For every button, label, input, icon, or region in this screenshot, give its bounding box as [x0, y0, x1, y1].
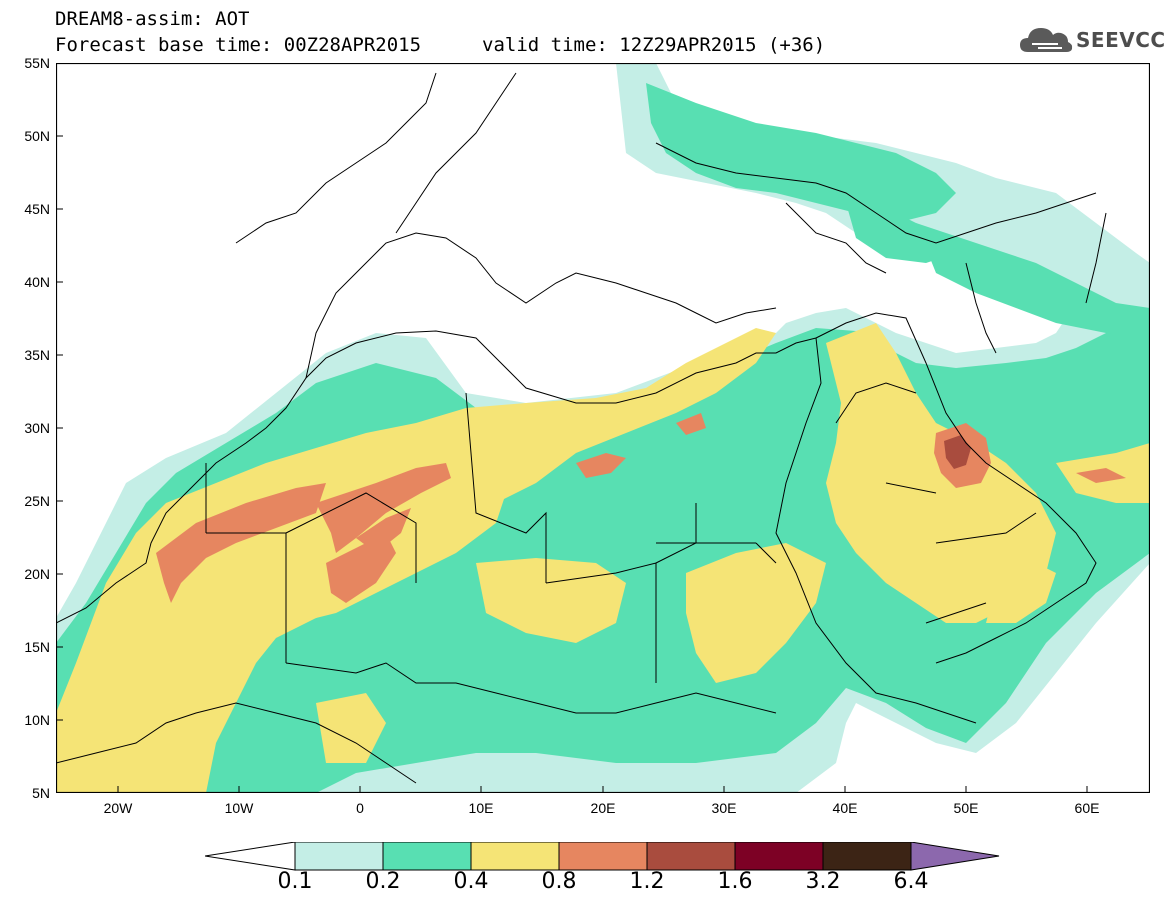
- aot-map: [56, 63, 1150, 793]
- colorbar-label: 0.8: [541, 869, 577, 894]
- lon-label: 10W: [224, 800, 254, 816]
- valid-time: valid time: 12Z29APR2015 (+36): [482, 34, 826, 56]
- colorbar-swatch: [470, 842, 560, 871]
- forecast-base-time: Forecast base time: 00Z28APR2015: [55, 34, 422, 56]
- colorbar-label: 1.2: [629, 869, 665, 894]
- lon-label: 60E: [1074, 800, 1100, 816]
- colorbar-swatch: [558, 842, 648, 871]
- colorbar-swatch: [382, 842, 472, 871]
- lat-label: 20N: [24, 566, 50, 582]
- cloud-icon: [1020, 28, 1073, 52]
- lon-label: 20W: [103, 800, 133, 816]
- lon-label: 10E: [468, 800, 494, 816]
- colorbar-swatch: [646, 842, 736, 871]
- lon-label: 0: [356, 800, 364, 816]
- lat-label: 10N: [24, 712, 50, 728]
- colorbar-swatch: [734, 842, 824, 871]
- aot-level-5: [944, 435, 971, 469]
- seevccc-logo: SEEVCCC: [1018, 22, 1165, 58]
- lon-label: 20E: [590, 800, 616, 816]
- colorbar-label: 0.1: [277, 869, 313, 894]
- lon-label: 40E: [832, 800, 858, 816]
- lat-label: 35N: [24, 347, 50, 363]
- lat-label: 30N: [24, 420, 50, 436]
- logo-text: SEEVCCC: [1076, 28, 1165, 52]
- map-title: DREAM8-assim: AOT: [55, 8, 250, 30]
- colorbar-label: 0.4: [453, 869, 489, 894]
- colorbar-swatch: [294, 842, 384, 871]
- lat-label: 45N: [24, 201, 50, 217]
- colorbar-over-triangle: [910, 842, 1000, 871]
- lat-label: 15N: [24, 639, 50, 655]
- lat-label: 55N: [24, 55, 50, 71]
- coastlines: [56, 72, 1107, 784]
- colorbar-swatch: [822, 842, 912, 871]
- lat-label: 5N: [32, 785, 50, 801]
- lon-label: 30E: [711, 800, 737, 816]
- colorbar-label: 0.2: [365, 869, 401, 894]
- graticule-ticks: [56, 135, 1088, 793]
- colorbar-label: 1.6: [717, 869, 753, 894]
- lat-label: 50N: [24, 128, 50, 144]
- lat-label: 40N: [24, 274, 50, 290]
- colorbar-label: 6.4: [893, 869, 929, 894]
- colorbar-under-triangle: [205, 842, 296, 871]
- lat-label: 25N: [24, 493, 50, 509]
- colorbar-label: 3.2: [805, 869, 841, 894]
- aot-level-4: [156, 413, 1126, 603]
- colorbar: [205, 842, 1000, 871]
- lon-label: 50E: [953, 800, 979, 816]
